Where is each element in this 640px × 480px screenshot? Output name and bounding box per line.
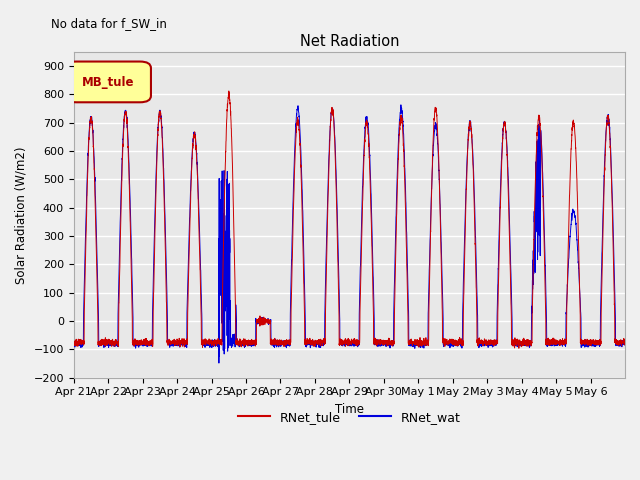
Legend: RNet_tule, RNet_wat: RNet_tule, RNet_wat: [234, 406, 465, 429]
Title: Net Radiation: Net Radiation: [300, 34, 399, 49]
FancyBboxPatch shape: [65, 61, 151, 102]
Text: MB_tule: MB_tule: [83, 75, 135, 89]
Y-axis label: Solar Radiation (W/m2): Solar Radiation (W/m2): [15, 146, 28, 284]
X-axis label: Time: Time: [335, 403, 364, 416]
Text: No data for f_SW_in: No data for f_SW_in: [51, 17, 167, 30]
